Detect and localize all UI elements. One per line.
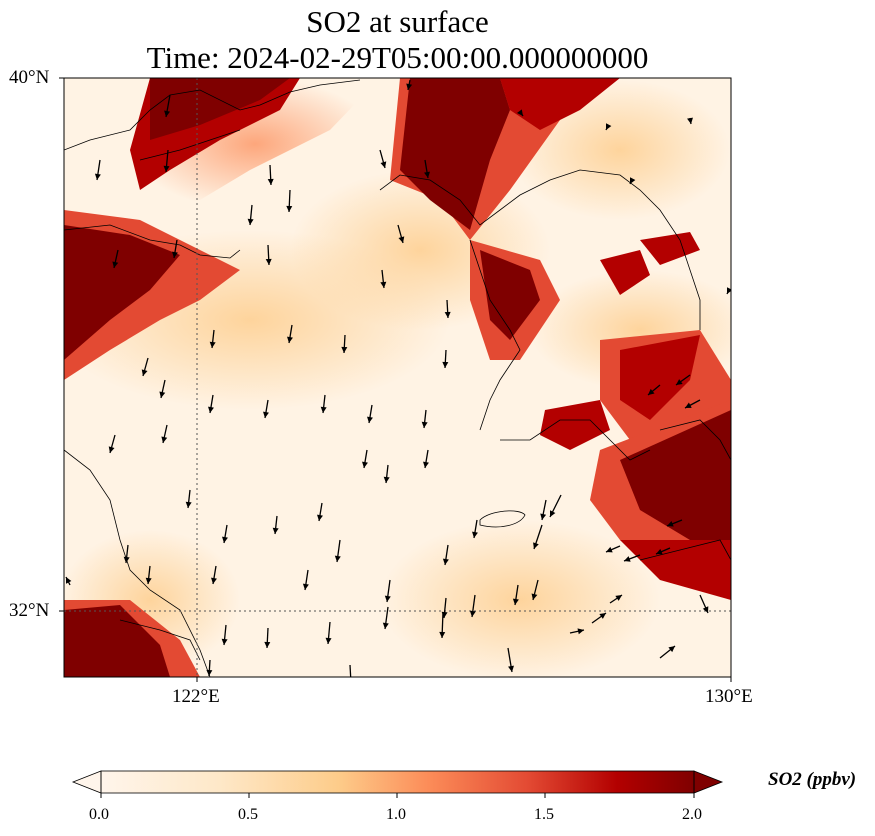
wind-arrow-head (325, 637, 332, 644)
wind-arrow-head (334, 555, 341, 562)
wind-arrow-head (367, 416, 373, 423)
wind-arrow-head (384, 595, 391, 602)
wind-arrow-head (668, 646, 675, 653)
wind-arrow-head (648, 388, 655, 395)
wind-arrow-head (533, 542, 539, 549)
wind-arrow-head (209, 341, 216, 348)
wind-arrow-head (108, 446, 115, 453)
wind-arrow-head (380, 161, 387, 168)
colorbar-tick-3: 1.5 (534, 806, 554, 823)
wind-arrow-head (264, 641, 271, 648)
wind-arrow-head (94, 173, 101, 180)
wind-arrow-head (577, 628, 584, 635)
wind-arrow-head (185, 501, 192, 508)
colorbar-tick-0: 0.0 (89, 806, 109, 823)
wind-arrow-head (472, 531, 478, 538)
wind-arrow-head (685, 402, 692, 408)
wind-arrow-head (606, 546, 613, 553)
map-frame (63, 77, 732, 678)
wind-arrow-head (161, 436, 168, 443)
wind-arrow-head (350, 676, 354, 677)
ytick-label-32n: 32°N (9, 600, 50, 621)
wind-arrow-head (439, 631, 446, 638)
wind-arrow-head (606, 123, 612, 130)
so2-field (64, 78, 731, 677)
wind-arrow-head (727, 287, 731, 294)
wind-vectors (65, 79, 731, 677)
wind-arrow-head (265, 258, 272, 265)
wind-arrow-head (630, 177, 636, 184)
wind-arrow-head (211, 577, 217, 584)
wind-arrow-head (112, 261, 119, 268)
wind-arrow-head (287, 336, 293, 343)
wind-arrow-head (383, 476, 390, 483)
wind-arrow-head (263, 411, 269, 418)
wind-arrow-head (517, 109, 523, 116)
wind-arrow-head (599, 613, 606, 619)
wind-arrow-shaft (349, 664, 352, 677)
wind-arrow-head (221, 638, 228, 645)
wind-arrow-head (676, 379, 683, 385)
map-title: SO2 at surface (306, 4, 489, 39)
wind-arrow-head (423, 461, 429, 468)
wind-arrow-head (159, 391, 166, 398)
coastlines (64, 79, 731, 677)
wind-arrow-head (667, 520, 674, 527)
colorbar-tick-2: 1.0 (386, 806, 406, 823)
wind-arrow-head (550, 510, 556, 517)
wind-arrow-head (163, 165, 170, 172)
wind-arrow-head (208, 406, 214, 413)
wind-arrow-head (512, 598, 519, 605)
wind-arrow-head (540, 513, 547, 520)
wind-arrow-head (444, 311, 451, 318)
xtick-label-122e: 122°E (172, 686, 220, 707)
wind-arrow-head (656, 548, 663, 555)
wind-arrow-head (421, 421, 428, 428)
wind-arrow-head (222, 536, 228, 543)
colorbar (71, 770, 724, 798)
colorbar-tick-1: 0.5 (238, 806, 258, 823)
wind-arrow-head (272, 527, 279, 534)
wind-arrow-head (317, 514, 323, 521)
wind-arrow-head (141, 369, 148, 376)
wind-arrow-head (687, 117, 693, 124)
xtick-label-130e: 130°E (705, 686, 753, 707)
wind-arrow-head (382, 622, 389, 629)
wind-arrow-head (702, 606, 709, 613)
wind-arrow-head (424, 171, 430, 178)
ytick-label-40n: 40°N (9, 67, 50, 88)
wind-arrow-head (442, 361, 449, 368)
wind-arrow-head (172, 251, 178, 258)
wind-arrow-head (380, 281, 387, 288)
wind-arrow-head (123, 556, 130, 563)
colorbar-tick-4: 2.0 (682, 806, 702, 823)
wind-arrow-head (508, 665, 514, 672)
wind-arrow-head (398, 236, 405, 243)
wind-arrow-head (320, 406, 327, 413)
wind-arrow-head (286, 205, 293, 212)
wind-arrow-head (615, 595, 622, 601)
wind-arrow-head (66, 577, 72, 584)
wind-arrow-head (362, 461, 368, 468)
wind-arrow-head (624, 556, 631, 562)
wind-arrow-head (267, 178, 274, 185)
wind-arrow-head (206, 669, 213, 676)
wind-arrow-head (442, 558, 449, 565)
map-subtitle-time: Time: 2024-02-29T05:00:00.000000000 (146, 40, 649, 75)
wind-arrow-head (302, 583, 309, 590)
wind-arrow-head (406, 83, 413, 90)
wind-arrow-head (145, 577, 152, 584)
wind-arrow-head (341, 346, 348, 353)
wind-arrow-head (531, 593, 538, 600)
colorbar-label: SO2 (ppbv) (768, 769, 857, 790)
wind-arrow-head (247, 218, 254, 225)
wind-arrow-head (164, 110, 171, 117)
wind-arrow-head (469, 610, 476, 617)
